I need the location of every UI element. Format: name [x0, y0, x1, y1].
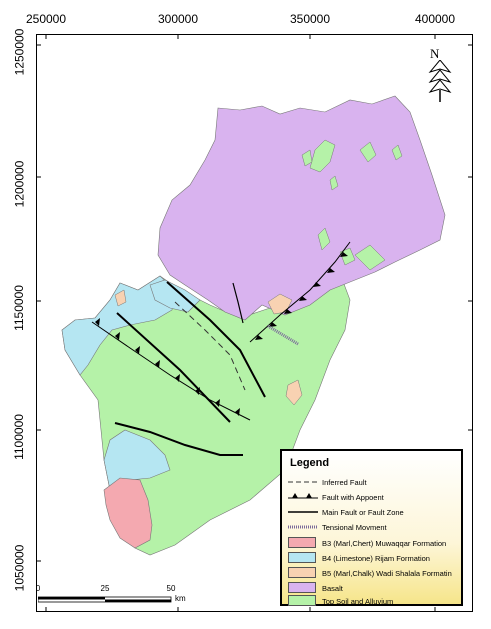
marl-chalk-unit	[114, 289, 303, 406]
legend-item-alluvium: Top Soil and Alluvium	[288, 594, 393, 608]
solid-line-icon	[288, 511, 318, 513]
scale-label: 50	[166, 584, 176, 593]
legend-item-b3: B3 (Marl,Chert) Muwaqqar Formation	[288, 536, 446, 550]
faults	[91, 241, 351, 456]
dashed-line-icon	[288, 481, 318, 483]
basalt-unit	[157, 95, 446, 321]
x-tick-label: 350000	[289, 12, 331, 26]
fault-with-appoent	[91, 321, 251, 421]
legend-label: Inferred Fault	[322, 477, 367, 487]
main-fault	[114, 422, 243, 456]
map-legend: Legend Inferred Fault Fault with Appoent…	[280, 449, 463, 606]
x-tick-label: 250000	[25, 12, 67, 26]
barbed-line-icon	[288, 493, 318, 499]
fault-with-appoent	[249, 241, 351, 343]
scale-bar-graphic	[38, 596, 172, 603]
limestone-unit-west	[61, 275, 176, 376]
color-swatch	[288, 582, 316, 593]
legend-item-inferred-fault: Inferred Fault	[288, 475, 367, 489]
main-fault	[116, 312, 231, 423]
legend-label: B4 (Limestone) Rijam Formation	[322, 553, 430, 563]
color-swatch	[288, 567, 316, 578]
legend-item-fault-with-appoent: Fault with Appoent	[288, 490, 384, 504]
legend-label: Tensional Movment	[322, 522, 387, 532]
hatched-line-icon	[288, 525, 318, 529]
main-fault	[232, 282, 244, 324]
axis-ticks	[36, 34, 473, 612]
legend-label: B3 (Marl,Chert) Muwaqqar Formation	[322, 538, 447, 548]
legend-item-basalt: Basalt	[288, 581, 343, 595]
inferred-fault	[174, 301, 246, 391]
legend-label: Main Fault or Fault Zone	[322, 507, 404, 517]
legend-label: Fault with Appoent	[322, 492, 384, 502]
scale-label: 25	[100, 584, 110, 593]
marl-chert-unit	[103, 477, 153, 549]
legend-item-b4: B4 (Limestone) Rijam Formation	[288, 551, 430, 565]
legend-item-main-fault: Main Fault or Fault Zone	[288, 505, 404, 519]
legend-title: Legend	[290, 457, 330, 469]
alluvium-inliers	[301, 139, 403, 271]
x-tick-label: 300000	[157, 12, 199, 26]
scale-label: 0	[35, 584, 41, 593]
legend-label: Top Soil and Alluvium	[322, 596, 394, 606]
legend-label: B5 (Marl,Chalk) Wadi Shalala Formatin	[322, 568, 452, 578]
legend-item-tensional: Tensional Movment	[288, 520, 387, 534]
color-swatch	[288, 552, 316, 563]
legend-label: Basalt	[322, 583, 343, 593]
scale-unit: km	[175, 594, 186, 603]
legend-item-b5: B5 (Marl,Chalk) Wadi Shalala Formatin	[288, 566, 452, 580]
main-fault	[166, 281, 266, 398]
color-swatch	[288, 595, 316, 606]
x-tick-label: 400000	[414, 12, 456, 26]
north-letter: N	[430, 46, 440, 61]
color-swatch	[288, 537, 316, 548]
